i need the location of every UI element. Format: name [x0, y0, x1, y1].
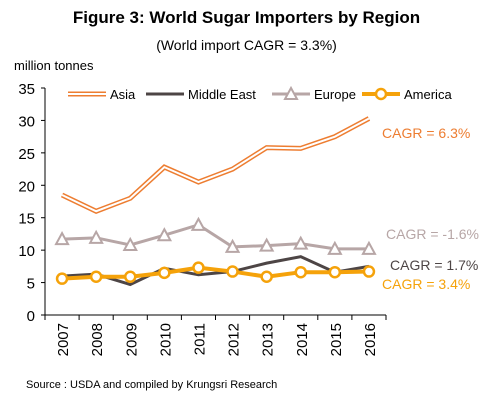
data-point — [327, 240, 343, 255]
data-point — [362, 265, 376, 278]
legend: Asia Middle East Europe America — [68, 85, 452, 102]
legend-marker — [283, 85, 299, 100]
data-point — [192, 261, 205, 274]
y-tick-label: 5 — [27, 276, 35, 293]
chart-title: Figure 3: World Sugar Importers by Regio… — [72, 8, 421, 27]
legend-item: Middle East — [146, 87, 256, 102]
series-line — [60, 116, 371, 214]
cagr-annotation: CAGR = 6.3% — [382, 125, 470, 141]
legend-marker — [374, 87, 388, 101]
series-america — [55, 261, 376, 285]
legend-label: America — [404, 87, 452, 102]
series-europe — [54, 216, 377, 255]
x-tick-label: 2012 — [226, 323, 243, 356]
x-tick-label: 2008 — [89, 323, 106, 356]
series-middle-east — [61, 255, 370, 287]
legend-item: America — [362, 87, 452, 102]
data-point — [226, 265, 239, 278]
data-point — [258, 237, 275, 252]
data-point — [89, 270, 103, 283]
cagr-annotation: CAGR = 3.4% — [382, 276, 470, 292]
x-tick-label: 2013 — [260, 323, 277, 356]
y-tick-label: 25 — [18, 146, 35, 163]
y-tick-label: 15 — [18, 211, 35, 228]
data-point — [361, 240, 377, 255]
series-asia — [60, 116, 371, 214]
x-tick-label: 2010 — [157, 323, 174, 356]
data-point — [294, 265, 307, 279]
annotations: CAGR = 6.3% CAGR = 1.7% CAGR = -1.6% CAGR =… — [382, 125, 479, 292]
x-tick-label: 2016 — [362, 323, 379, 356]
legend-item: Asia — [68, 87, 136, 102]
legend-label: Asia — [110, 87, 136, 102]
y-tick-label: 20 — [18, 178, 35, 195]
chart-subtitle: (World import CAGR = 3.3%) — [156, 37, 337, 53]
data-point — [260, 270, 273, 283]
y-tick-label: 30 — [18, 113, 35, 130]
legend-item: Europe — [272, 85, 356, 102]
data-point — [156, 227, 173, 242]
data-point — [293, 235, 309, 250]
data-point — [328, 265, 342, 279]
data-point — [124, 270, 137, 283]
series-line — [61, 265, 369, 281]
data-point — [54, 231, 70, 246]
cagr-annotation: CAGR = -1.6% — [386, 226, 479, 242]
data-point — [88, 229, 104, 244]
legend-label: Europe — [314, 87, 356, 102]
data-point — [190, 216, 207, 231]
series-line — [61, 255, 370, 287]
y-axis-label: million tonnes — [14, 58, 94, 73]
y-tick-label: 0 — [27, 308, 35, 325]
series-line-inner — [61, 117, 370, 213]
source-note: Source : USDA and compiled by Krungsri R… — [26, 379, 278, 391]
series-line — [61, 223, 369, 251]
x-tick-label: 2011 — [191, 323, 208, 355]
x-tick-label: 2014 — [294, 323, 311, 356]
series-layer — [54, 116, 377, 287]
data-point — [158, 266, 171, 280]
y-tick-label: 35 — [18, 81, 35, 98]
data-point — [55, 272, 69, 285]
data-point — [224, 238, 241, 253]
legend-label: Middle East — [188, 87, 256, 102]
axes: 0 5 10 15 20 25 30 35 2007 2008 2009 2010 2011 2012 20… — [18, 81, 387, 356]
data-point — [122, 236, 138, 251]
x-tick-label: 2009 — [123, 323, 140, 356]
y-tick-label: 10 — [18, 243, 35, 260]
x-tick-label: 2007 — [55, 323, 72, 356]
x-tick-label: 2015 — [328, 323, 345, 356]
cagr-annotation: CAGR = 1.7% — [390, 257, 478, 273]
